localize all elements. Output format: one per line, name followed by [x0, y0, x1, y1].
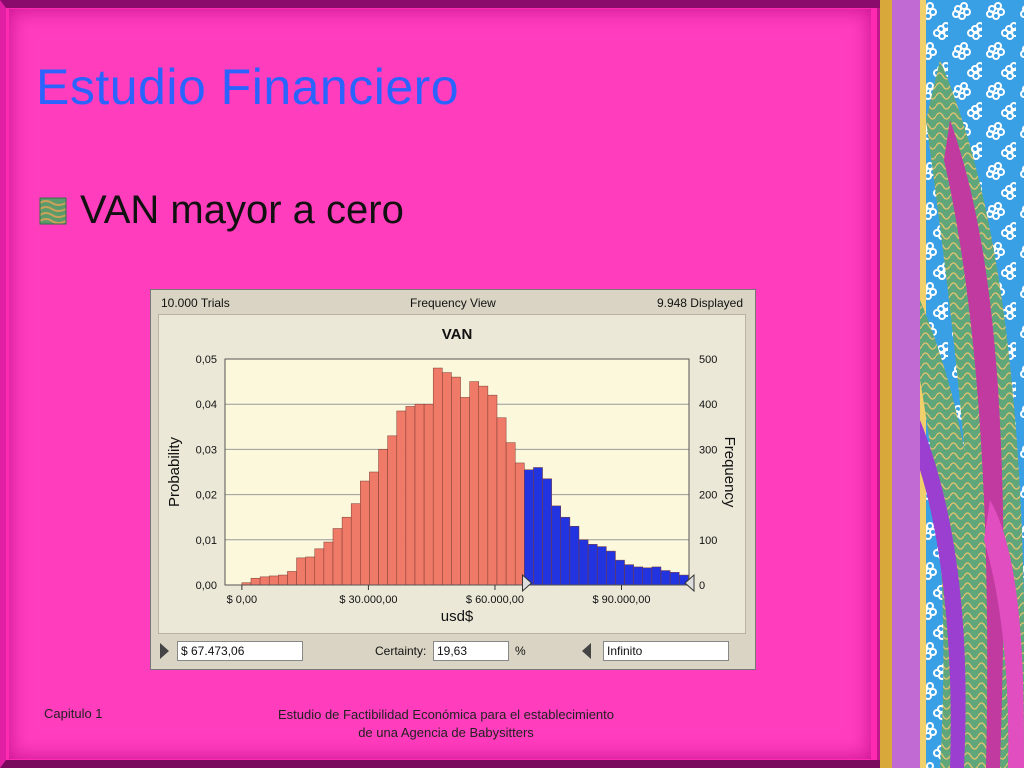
histogram-bar: [360, 480, 370, 586]
histogram-bar: [405, 406, 416, 586]
histogram-bar: [378, 449, 388, 586]
histogram-bar: [505, 442, 516, 586]
bullet-text: VAN mayor a cero: [80, 188, 404, 232]
displayed-count: 9.948 Displayed: [656, 296, 743, 310]
histogram-bar: [414, 403, 425, 586]
y2-axis-label: Frequency: [721, 437, 738, 508]
bullet-icon: [39, 197, 67, 224]
histogram-bar: [387, 435, 398, 586]
percent-sign: %: [515, 644, 526, 658]
x-tick-label: $ 30.000,00: [339, 594, 397, 606]
histogram-bar: [396, 410, 407, 586]
upper-bound-field[interactable]: Infinito: [603, 641, 729, 661]
certainty-lower-marker-icon: [521, 573, 533, 593]
crystal-ball-forecast-window: 10.000 Trials Frequency View 9.948 Displ…: [150, 289, 756, 670]
lower-grabber-icon[interactable]: [160, 643, 169, 659]
histogram-bar: [305, 556, 316, 586]
certainty-label: Certainty:: [375, 644, 427, 658]
histogram-bar: [551, 505, 562, 586]
histogram-bar: [624, 564, 634, 586]
slide-title: Estudio Financiero: [36, 59, 460, 115]
histogram-bar: [615, 559, 625, 586]
histogram-bar: [496, 417, 507, 586]
lower-bound-field[interactable]: $ 67.473,06: [177, 641, 303, 661]
x-tick-label: $ 90.000,00: [592, 594, 650, 606]
decorative-side-panel: [880, 0, 1024, 768]
histogram-bar: [250, 577, 261, 586]
histogram-bar: [524, 469, 534, 586]
footer-chapter: Capitulo 1: [44, 706, 103, 721]
histogram-bar: [560, 516, 571, 586]
histogram-bar: [341, 516, 352, 586]
histogram-bar: [287, 571, 297, 586]
histogram-bar: [432, 367, 443, 586]
view-name: Frequency View: [410, 296, 496, 310]
histogram-bar: [451, 376, 461, 586]
trials-count: 10.000 Trials: [161, 296, 230, 310]
footer-caption: Estudio de Factibilidad Económica para e…: [246, 706, 646, 742]
certainty-upper-marker-icon: [684, 573, 695, 593]
y-tick-label: 0,03: [196, 444, 217, 456]
histogram-bar: [442, 372, 452, 586]
y-tick-label: 0,04: [196, 399, 217, 411]
histogram-bar: [350, 503, 361, 586]
footer-caption-line2: de una Agencia de Babysitters: [358, 725, 534, 740]
histogram-bar: [596, 546, 607, 586]
y2-tick-label: 100: [699, 535, 717, 547]
histogram-chart: 0,00 0,01 0,02 0,03 0,04 0,05 0 100 200 300 400 500…: [166, 326, 738, 625]
x-axis-label: usd$: [441, 608, 474, 625]
histogram-bar: [569, 525, 580, 586]
histogram-bar: [278, 574, 288, 586]
histogram-bar: [296, 557, 306, 586]
histogram-bar: [533, 467, 543, 586]
histogram-bar: [259, 576, 270, 586]
plot-frame: [224, 358, 690, 586]
histogram-bar: [323, 541, 334, 586]
histogram-bar: [332, 528, 343, 586]
histogram-bar: [633, 566, 644, 586]
y-axis-label: Probability: [166, 436, 183, 507]
y-tick-label: 0,01: [196, 535, 217, 547]
chart-panel: 0,00 0,01 0,02 0,03 0,04 0,05 0 100 200 300 400 500…: [158, 314, 746, 634]
histogram-bar: [314, 548, 325, 586]
upper-grabber-icon[interactable]: [582, 643, 591, 659]
chart-title: VAN: [442, 326, 473, 343]
x-tick-label: $ 60.000,00: [466, 594, 524, 606]
forecast-header: 10.000 Trials Frequency View 9.948 Displ…: [151, 290, 755, 314]
histogram-bar: [642, 567, 653, 586]
histogram-bar: [469, 381, 480, 586]
histogram-bar: [660, 570, 671, 586]
histogram-bar: [606, 550, 616, 586]
histogram-bar: [514, 462, 525, 586]
y-tick-label: 0,05: [196, 354, 217, 366]
histogram-bar: [369, 471, 379, 586]
y-tick-label: 0,02: [196, 490, 217, 502]
histogram-bar: [423, 403, 434, 586]
y2-tick-label: 200: [699, 490, 717, 502]
certainty-field[interactable]: 19,63: [433, 641, 509, 661]
histogram-bar: [478, 385, 489, 586]
bullet-item: VAN mayor a cero: [38, 188, 404, 233]
y2-tick-label: 400: [699, 399, 717, 411]
x-tick-label: $ 0,00: [227, 594, 258, 606]
histogram-bar: [651, 566, 662, 586]
histogram-bar: [542, 478, 552, 586]
y-tick-label: 0,00: [196, 580, 217, 592]
y2-tick-label: 300: [699, 444, 717, 456]
histogram-bar: [578, 539, 589, 586]
y2-tick-label: 500: [699, 354, 717, 366]
histogram-bar: [669, 572, 680, 586]
histogram-bar: [487, 394, 498, 586]
histogram-bar: [268, 575, 279, 586]
y2-tick-label: 0: [699, 580, 705, 592]
histogram-bar: [587, 544, 598, 586]
histogram-bar: [460, 397, 470, 586]
certainty-bar: $ 67.473,06 Certainty: 19,63 % Infinito: [151, 636, 755, 670]
footer-caption-line1: Estudio de Factibilidad Económica para e…: [277, 707, 615, 722]
